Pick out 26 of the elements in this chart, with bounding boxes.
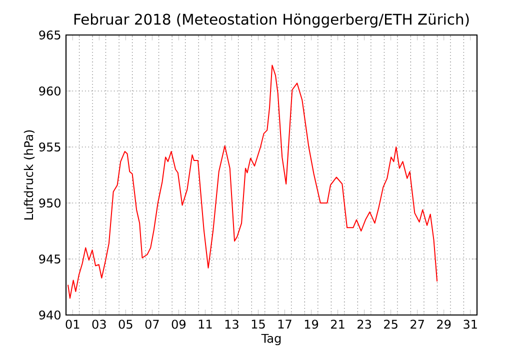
x-tick-label: 09 (172, 320, 186, 329)
y-axis-title: Luftdruck (hPa) (24, 130, 35, 220)
x-tick-label: 31 (464, 320, 477, 329)
x-tick-label: 23 (358, 320, 371, 329)
chart-title: Februar 2018 (Meteostation Hönggerberg/ETH Zürich) (74, 13, 469, 28)
x-tick-label: 17 (278, 320, 292, 328)
x-tick-label: 05 (118, 320, 132, 329)
x-tick-label: 25 (384, 320, 398, 329)
x-tick-label: 15 (252, 320, 265, 329)
x-tick-label: 27 (410, 320, 424, 329)
y-tick-label: 960 (39, 86, 60, 96)
y-tick-label: 965 (39, 30, 60, 40)
x-tick-label: 03 (92, 320, 106, 329)
x-tick-label: 07 (145, 320, 159, 329)
y-tick-label: 955 (39, 142, 60, 152)
x-tick-label: 01 (66, 320, 80, 329)
x-axis-title: Tag (261, 334, 281, 346)
x-tick-label: 29 (437, 320, 451, 329)
x-tick-label: 13 (225, 320, 238, 329)
y-tick-label: 940 (39, 310, 60, 320)
x-tick-label: 21 (331, 320, 344, 329)
y-tick-label: 950 (39, 198, 60, 208)
line-series (67, 64, 438, 299)
x-tick-label: 11 (198, 320, 212, 328)
x-tick-label: 19 (304, 320, 318, 329)
y-tick-label: 945 (39, 254, 60, 264)
